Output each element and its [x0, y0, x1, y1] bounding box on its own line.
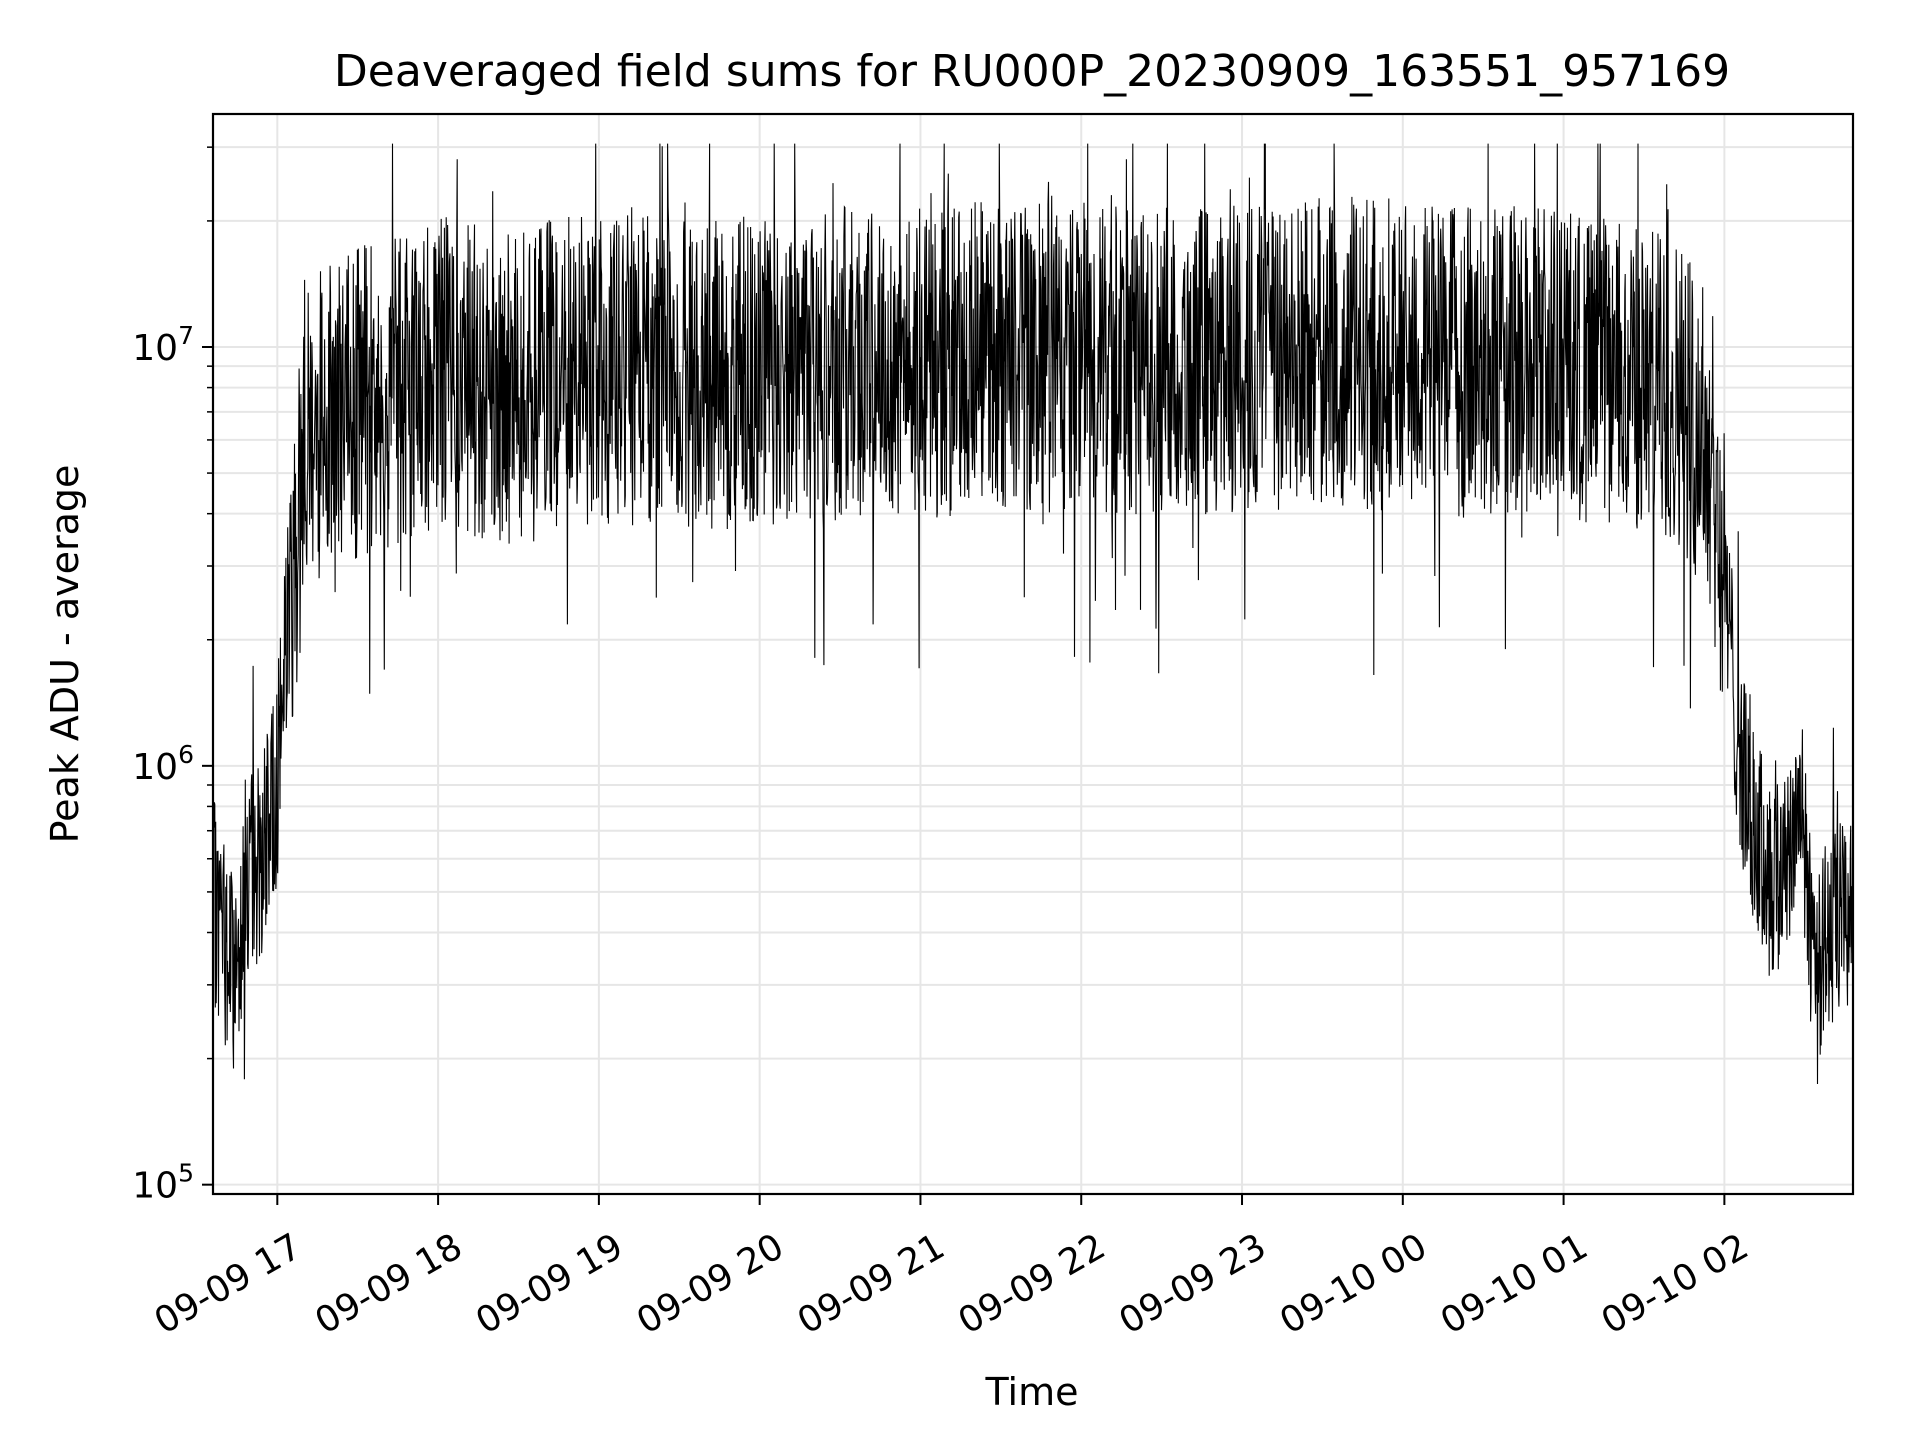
y-axis-ticks: 105 106 107 [132, 146, 213, 1207]
chart-title: Deaveraged field sums for RU000P_2023090… [334, 46, 1730, 97]
y-axis-label: Peak ADU - average [43, 465, 87, 844]
y-tick-label: 105 [132, 1159, 194, 1207]
x-axis-label: Time [985, 1370, 1079, 1414]
y-tick-label: 107 [132, 321, 194, 369]
y-tick-label: 106 [132, 740, 194, 788]
series-line [212, 143, 1854, 1085]
series-layer [212, 143, 1854, 1085]
plot-frame [211, 112, 1855, 1196]
